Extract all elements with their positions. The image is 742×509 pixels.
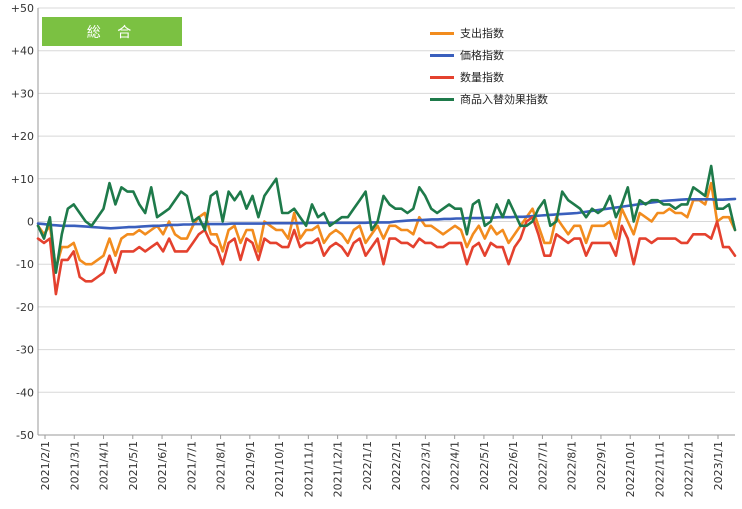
legend: 支出指数 価格指数 数量指数 商品入替効果指数 [430, 22, 548, 110]
x-tick-label: 2021/5/1 [127, 441, 140, 490]
series-line-price [36, 197, 737, 230]
x-tick-label: 2022/4/1 [449, 441, 462, 490]
chart-title: 総 合 [86, 24, 138, 41]
x-tick-label: 2021/2/1 [39, 441, 52, 490]
x-tick-label: 2022/2/1 [390, 441, 403, 490]
x-tick-label: 2021/10/1 [273, 441, 286, 497]
y-tick-label: +20 [11, 130, 34, 143]
x-tick-label: 2021/9/1 [244, 441, 257, 490]
y-tick-label: -50 [16, 429, 34, 442]
legend-item-substitution: 商品入替効果指数 [430, 88, 548, 110]
series-line-substitution [36, 164, 737, 275]
x-tick-label: 2021/8/1 [215, 441, 228, 490]
x-tick-label: 2022/5/1 [478, 441, 491, 490]
y-tick-label: +50 [11, 2, 34, 15]
legend-swatch-spend [430, 31, 454, 35]
series-line-spend [36, 181, 737, 270]
x-tick-label: 2021/7/1 [185, 441, 198, 490]
legend-label-spend: 支出指数 [460, 27, 504, 40]
legend-label-substitution: 商品入替効果指数 [460, 93, 548, 106]
x-tick-label: 2022/8/1 [566, 441, 579, 490]
y-tick-label: 0 [27, 216, 34, 229]
y-tick-label: -30 [16, 344, 34, 357]
x-tick-label: 2022/6/1 [507, 441, 520, 490]
x-tick-label: 2022/12/1 [683, 441, 696, 497]
x-tick-label: 2022/7/1 [536, 441, 549, 490]
legend-label-quantity: 数量指数 [460, 71, 504, 84]
y-tick-label: +40 [11, 45, 34, 58]
x-tick-label: 2023/1/1 [712, 441, 725, 490]
legend-swatch-price [430, 53, 454, 57]
x-tick-label: 2022/1/1 [361, 441, 374, 490]
chart-title-badge: 総 合 [42, 17, 182, 46]
y-tick-label: -20 [16, 301, 34, 314]
legend-label-price: 価格指数 [460, 49, 504, 62]
legend-swatch-substitution [430, 97, 454, 101]
x-tick-label: 2021/6/1 [156, 441, 169, 490]
legend-item-spend: 支出指数 [430, 22, 548, 44]
x-tick-label: 2021/12/1 [332, 441, 345, 497]
y-tick-label: +10 [11, 173, 34, 186]
series-line-quantity [36, 215, 737, 296]
y-tick-label: -10 [16, 258, 34, 271]
y-tick-label: +30 [11, 87, 34, 100]
x-tick-label: 2022/11/1 [653, 441, 666, 497]
legend-item-price: 価格指数 [430, 44, 548, 66]
x-tick-label: 2021/4/1 [98, 441, 111, 490]
legend-swatch-quantity [430, 75, 454, 79]
legend-item-quantity: 数量指数 [430, 66, 548, 88]
x-tick-label: 2021/3/1 [68, 441, 81, 490]
x-tick-label: 2022/9/1 [595, 441, 608, 490]
x-tick-label: 2021/11/1 [302, 441, 315, 497]
y-tick-label: -40 [16, 386, 34, 399]
x-tick-label: 2022/3/1 [419, 441, 432, 490]
x-tick-label: 2022/10/1 [624, 441, 637, 497]
